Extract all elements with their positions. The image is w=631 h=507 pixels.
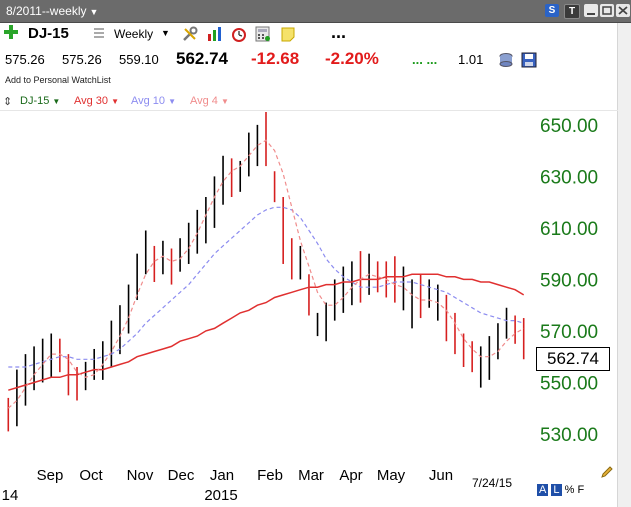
title-dropdown-icon[interactable]: ▼ bbox=[89, 7, 99, 17]
x-tick-label: Feb bbox=[257, 467, 283, 484]
add-to-watchlist-link[interactable]: Add to Personal WatchList bbox=[5, 75, 111, 85]
y-tick-label: 590.00 bbox=[540, 270, 598, 291]
symbol-field[interactable]: DJ-15 bbox=[28, 25, 69, 42]
x-tick-label: Mar bbox=[298, 467, 324, 484]
x-tick-label: Jun bbox=[429, 467, 453, 484]
l-button[interactable]: L bbox=[551, 484, 562, 496]
bar-chart-icon[interactable] bbox=[207, 26, 223, 42]
x-tick-label: Dec bbox=[168, 467, 195, 484]
quote-change-pct: -2.20% bbox=[325, 49, 379, 68]
bottom-controls: A L % F bbox=[537, 484, 584, 496]
legend-item-symbol[interactable]: DJ-15 ▼ bbox=[20, 95, 61, 107]
y-tick-label: 650.00 bbox=[540, 116, 598, 137]
legend-item-avg10[interactable]: Avg 10 ▼ bbox=[131, 95, 176, 107]
grip-icon bbox=[94, 28, 104, 40]
quote-open: 575.26 bbox=[5, 52, 45, 67]
save-icon[interactable] bbox=[521, 52, 537, 68]
more-options-button[interactable]: ... bbox=[331, 22, 347, 42]
right-scrollbar[interactable] bbox=[617, 23, 631, 507]
add-symbol-icon[interactable] bbox=[4, 25, 18, 39]
x-tick-label: Jan bbox=[210, 467, 234, 484]
y-tick-label: 610.00 bbox=[540, 219, 598, 240]
note-icon[interactable] bbox=[280, 26, 296, 42]
legend-symbol-menu[interactable]: ⇕ bbox=[3, 96, 13, 108]
quote-high: 575.26 bbox=[62, 52, 102, 67]
y-tick-label: 630.00 bbox=[540, 167, 598, 188]
x-year-label: 14 bbox=[2, 487, 19, 504]
period-select[interactable]: Weekly bbox=[114, 27, 154, 41]
y-tick-label: 570.00 bbox=[540, 322, 598, 343]
x-tick-label: May bbox=[377, 467, 406, 484]
window-title[interactable]: 8/2011--weekly ▼ bbox=[6, 4, 99, 18]
quote-dots: ... ... bbox=[412, 52, 438, 67]
series-line-avg10 bbox=[8, 206, 524, 368]
percent-button[interactable]: % bbox=[564, 484, 575, 496]
title-bar: 8/2011--weekly ▼ S T bbox=[0, 0, 631, 23]
f-button[interactable]: F bbox=[577, 484, 585, 496]
quote-last: 562.74 bbox=[176, 49, 228, 68]
quote-low: 559.10 bbox=[119, 52, 159, 67]
price-chart[interactable]: 650.00 630.00 610.00 590.00 570.00 550.00 530.… bbox=[0, 112, 618, 507]
t-button[interactable]: T bbox=[564, 4, 580, 19]
quote-ratio: 1.01 bbox=[458, 52, 484, 67]
x-year-label: 2015 bbox=[204, 487, 237, 504]
y-tick-label: 550.00 bbox=[540, 373, 598, 394]
last-price-tag: 562.74 bbox=[536, 347, 610, 371]
x-tick-label: Sep bbox=[37, 467, 64, 484]
s-button[interactable]: S bbox=[545, 4, 559, 17]
minimize-icon[interactable] bbox=[584, 4, 598, 17]
close-icon[interactable] bbox=[616, 4, 630, 17]
legend-item-avg4[interactable]: Avg 4 ▼ bbox=[190, 95, 229, 107]
period-dropdown-icon[interactable]: ▼ bbox=[161, 28, 170, 38]
x-tick-label: Oct bbox=[79, 467, 103, 484]
pencil-icon[interactable] bbox=[600, 465, 614, 479]
y-tick-label: 530.00 bbox=[540, 425, 598, 446]
calculator-icon[interactable] bbox=[255, 26, 271, 42]
series-line-avg4 bbox=[7, 139, 525, 409]
al-button[interactable]: A bbox=[537, 484, 549, 496]
quote-change: -12.68 bbox=[251, 49, 300, 68]
tools-icon[interactable] bbox=[182, 26, 198, 42]
database-icon[interactable] bbox=[498, 52, 514, 68]
chart-legend: ⇕ DJ-15 ▼ Avg 30 ▼ Avg 10 ▼ Avg 4 ▼ bbox=[0, 92, 618, 111]
maximize-icon[interactable] bbox=[600, 4, 614, 17]
last-date-label: 7/24/15 bbox=[472, 476, 513, 490]
legend-item-avg30[interactable]: Avg 30 ▼ bbox=[74, 95, 119, 107]
series-line-avg30 bbox=[8, 273, 525, 391]
alarm-clock-icon[interactable] bbox=[231, 26, 247, 42]
x-tick-label: Apr bbox=[339, 467, 362, 484]
x-tick-label: Nov bbox=[127, 467, 154, 484]
